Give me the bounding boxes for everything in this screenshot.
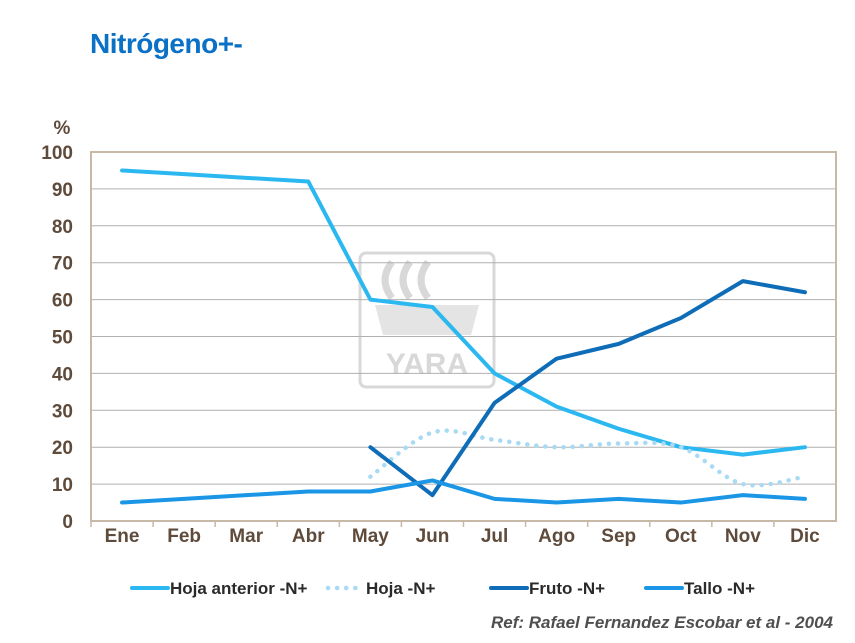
- x-tick-label: Jun: [416, 526, 450, 547]
- x-tick-label: Jul: [481, 526, 508, 547]
- x-tick-label: Dic: [790, 526, 820, 547]
- legend: Hoja anterior -N+ Hoja -N+ Fruto -N+ Tallo …: [130, 579, 755, 598]
- x-tick-label: Feb: [167, 526, 201, 547]
- x-axis-ticks: Ene Feb Mar Abr May Jun Jul Ago Sep Oct Nov Dic: [90, 521, 820, 547]
- y-axis-ticks: 0 10 20 30 40 50 60 70 80 90 100: [41, 143, 73, 533]
- legend-label-0: Hoja anterior -N+: [170, 579, 308, 598]
- x-tick-label: Nov: [725, 526, 761, 547]
- y-tick-label: 100: [41, 143, 73, 164]
- x-tick-label: Ene: [105, 526, 140, 547]
- gridlines: [90, 151, 837, 522]
- y-tick-label: 40: [52, 364, 73, 385]
- watermark-frame: [358, 251, 496, 389]
- legend-label-3: Tallo -N+: [684, 579, 755, 598]
- x-tick-label: May: [352, 526, 389, 547]
- watermark-boat-icon: [375, 305, 479, 335]
- watermark-wave-icon: [381, 259, 431, 301]
- y-tick-label: 80: [52, 217, 73, 238]
- y-axis-label: %: [54, 118, 71, 139]
- legend-label-1: Hoja -N+: [366, 579, 436, 598]
- legend-label-2: Fruto -N+: [529, 579, 605, 598]
- x-tick-label: Abr: [292, 526, 325, 547]
- y-tick-label: 50: [52, 328, 73, 349]
- page-title: Nitrógeno+-: [90, 28, 243, 59]
- y-tick-label: 10: [52, 475, 73, 496]
- series-line-2: [368, 279, 807, 498]
- watermark-text: YARA: [386, 348, 468, 381]
- series-line-0: [120, 168, 807, 457]
- x-tick-label: Mar: [229, 526, 263, 547]
- y-tick-label: 30: [52, 401, 73, 422]
- y-tick-label: 60: [52, 291, 73, 312]
- y-tick-label: 70: [52, 254, 73, 275]
- reference-citation: Ref: Rafael Fernandez Escobar et al - 20…: [490, 613, 833, 632]
- yara-logo-watermark: YARA: [358, 251, 496, 389]
- y-tick-label: 0: [62, 512, 73, 533]
- y-tick-label: 90: [52, 180, 73, 201]
- x-tick-label: Oct: [665, 526, 697, 547]
- x-tick-label: Ago: [538, 526, 575, 547]
- series-line-3: [120, 478, 807, 505]
- y-tick-label: 20: [52, 438, 73, 459]
- series-line-1: [368, 428, 808, 488]
- series-lines: [120, 168, 808, 505]
- x-tick-label: Sep: [601, 526, 636, 547]
